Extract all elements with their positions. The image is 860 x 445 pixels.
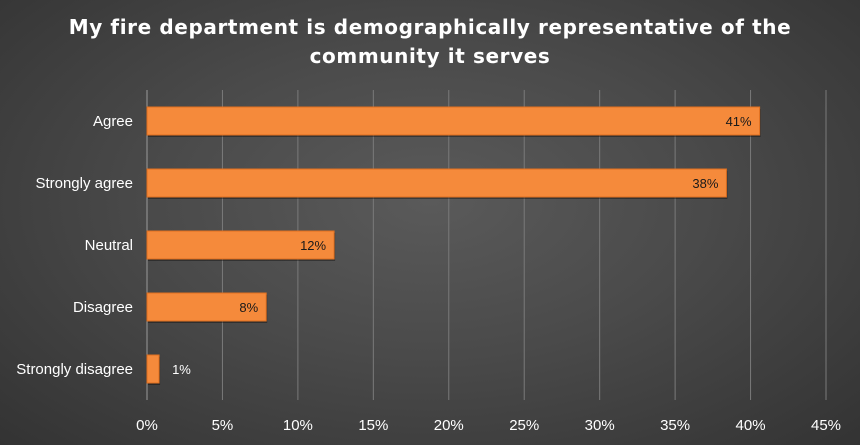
category-label: Agree: [93, 113, 133, 130]
bar: [146, 292, 267, 322]
bar: [146, 168, 727, 198]
chart-title-line-1: My fire department is demographically re…: [68, 15, 792, 39]
x-tick-label: 5%: [212, 417, 234, 434]
x-tick-label: 0%: [136, 417, 158, 434]
x-tick-label: 30%: [585, 417, 615, 434]
bar: [146, 106, 761, 136]
data-label: 1%: [172, 362, 191, 377]
x-tick-label: 40%: [736, 417, 766, 434]
category-label: Strongly agree: [35, 175, 133, 192]
data-label: 38%: [692, 176, 718, 191]
x-tick-label: 20%: [434, 417, 464, 434]
x-tick-label: 35%: [660, 417, 690, 434]
data-label: 8%: [239, 300, 258, 315]
chart-title-line-2: community it serves: [309, 44, 551, 68]
bar: [146, 354, 160, 384]
data-label: 41%: [726, 114, 752, 129]
x-tick-label: 45%: [811, 417, 841, 434]
x-tick-label: 15%: [358, 417, 388, 434]
category-label: Strongly disagree: [16, 361, 133, 378]
x-tick-label: 10%: [283, 417, 313, 434]
category-label: Disagree: [73, 299, 133, 316]
bar: [146, 230, 335, 260]
x-tick-label: 25%: [509, 417, 539, 434]
category-label: Neutral: [85, 237, 133, 254]
data-label: 12%: [300, 238, 326, 253]
